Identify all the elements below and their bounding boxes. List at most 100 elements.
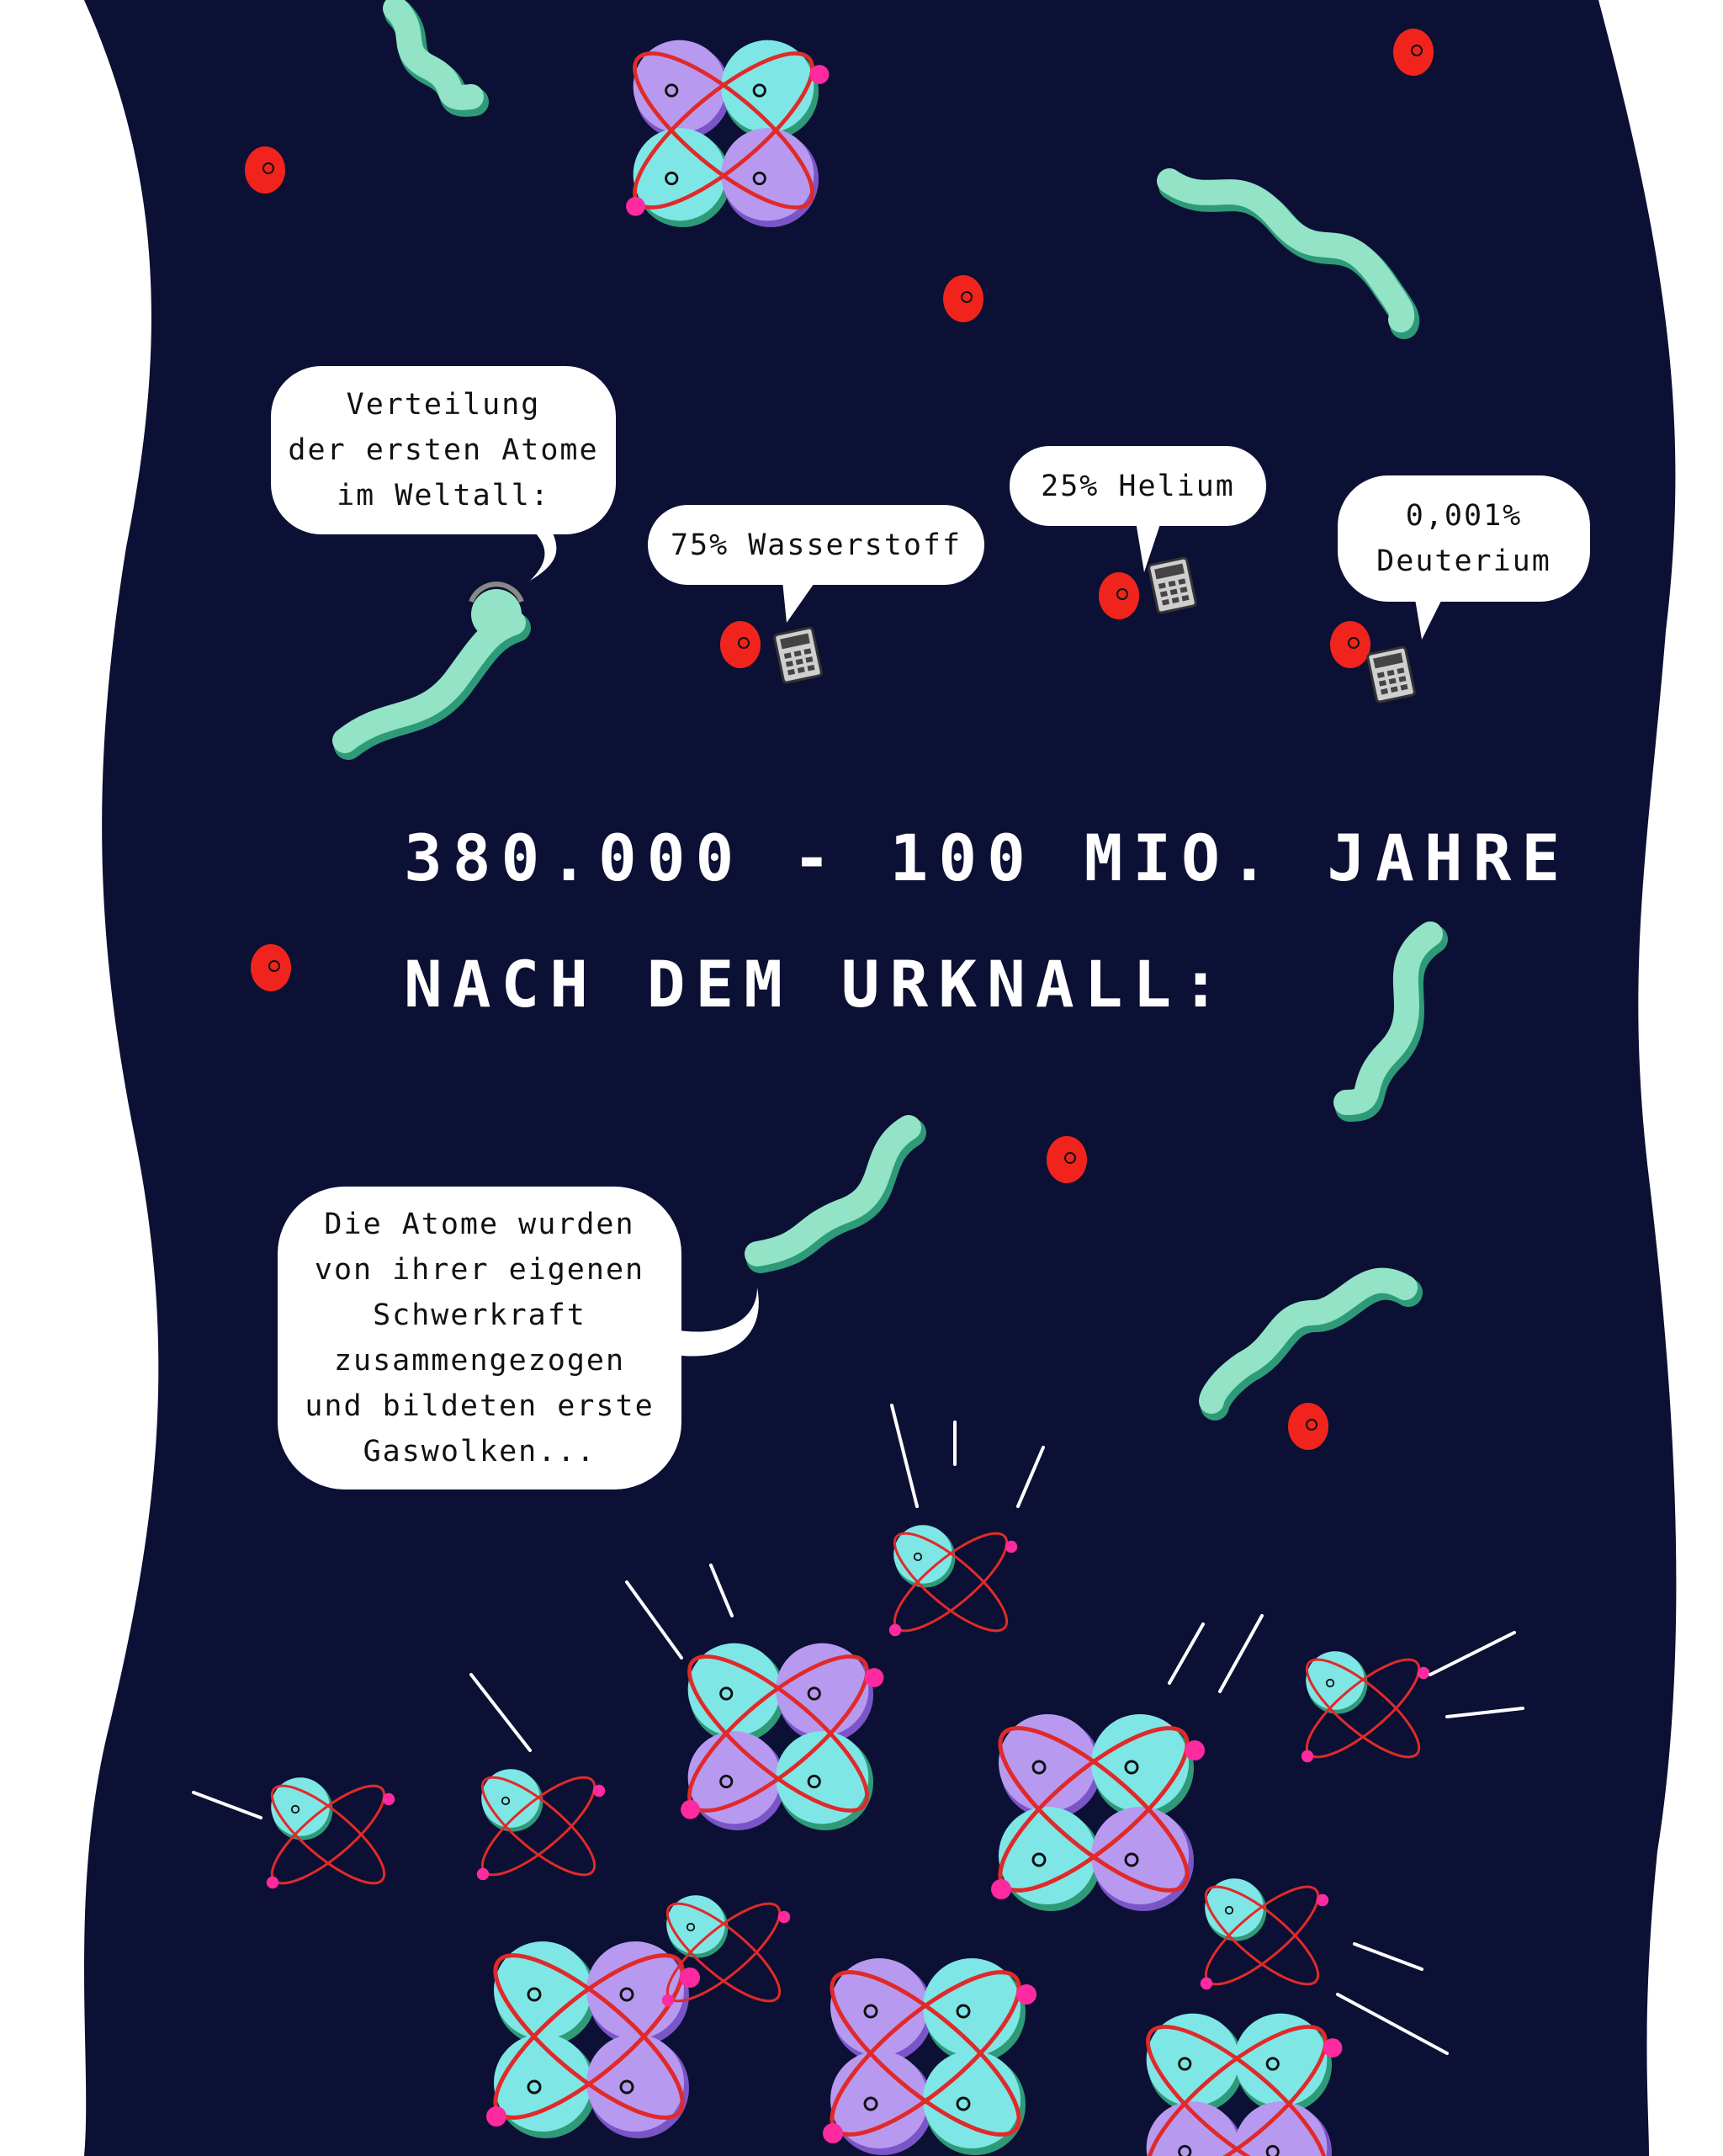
- electron-magenta: [592, 1784, 606, 1798]
- motion-line: [1445, 1707, 1524, 1718]
- face-eye: [619, 2079, 634, 2095]
- electron-eye: [1348, 637, 1360, 649]
- neutron: [1091, 1714, 1189, 1812]
- speech-bubble-hydrogen: 75% Wasserstoff: [648, 505, 984, 585]
- face-eye: [719, 1686, 734, 1701]
- face-eye: [807, 1774, 821, 1789]
- electron-magenta: [1316, 1893, 1329, 1907]
- motion-line: [709, 1564, 734, 1617]
- electron-magenta: [626, 196, 645, 216]
- face-eye: [1178, 2057, 1192, 2071]
- neutron: [687, 1643, 781, 1736]
- face-eye: [686, 1922, 696, 1932]
- neutron: [494, 2034, 591, 2132]
- electron-magenta: [382, 1792, 395, 1806]
- electron-magenta: [809, 65, 830, 84]
- electron-magenta: [823, 2123, 843, 2143]
- face-eye: [752, 83, 766, 98]
- proton: [687, 1731, 781, 1824]
- proton: [999, 1714, 1096, 1812]
- motion-line: [1218, 1614, 1264, 1693]
- proton: [586, 2034, 684, 2132]
- neutron: [893, 1525, 952, 1584]
- worm: [1333, 921, 1443, 1115]
- neutron: [481, 1769, 540, 1828]
- orbit: [665, 1902, 782, 2003]
- atom-cluster-icon: [1200, 1878, 1329, 1990]
- calculator-icon: [1366, 645, 1416, 704]
- electron-magenta: [777, 1910, 791, 1924]
- face-eye: [956, 2004, 971, 2019]
- electron-magenta: [1323, 2038, 1343, 2058]
- electron-magenta: [1185, 1740, 1205, 1760]
- motion-line: [1429, 1631, 1516, 1676]
- red-electron-icon: [1099, 572, 1139, 619]
- motion-line: [890, 1404, 919, 1508]
- face-eye: [665, 171, 679, 186]
- face-eye: [290, 1804, 300, 1814]
- face-eye: [501, 1796, 511, 1806]
- orbit: [1146, 2025, 1328, 2156]
- electron-magenta: [661, 1994, 675, 2007]
- bubble-deuterium-line-1: 0,001%: [1405, 499, 1523, 533]
- proton: [586, 1941, 684, 2039]
- atom-cluster-icon: [1146, 2013, 1343, 2156]
- heading-line-2: NACH DEM URKNALL:: [404, 947, 1230, 1022]
- proton: [633, 40, 726, 133]
- face-eye: [1031, 1760, 1047, 1775]
- bubble-gravity-line-2: von ihrer eigenen: [314, 1253, 645, 1287]
- electron-eye: [268, 960, 280, 972]
- worm: [383, 0, 484, 110]
- bubble-deuterium-line-2: Deuterium: [1376, 544, 1551, 578]
- red-electron-icon: [1393, 29, 1434, 76]
- worm-group: [332, 0, 1448, 1421]
- red-electron-icon: [943, 275, 983, 322]
- motion-line: [192, 1791, 262, 1819]
- motion-line: [1016, 1446, 1045, 1508]
- electron-magenta: [888, 1623, 902, 1637]
- bubble-distribution-line-2: der ersten Atome: [288, 433, 599, 467]
- motion-line: [625, 1580, 683, 1659]
- electron-magenta: [681, 1799, 700, 1819]
- electron-magenta: [1005, 1540, 1018, 1553]
- proton: [1146, 2101, 1239, 2156]
- face-eye: [752, 171, 766, 186]
- atom-cluster-icon: [1301, 1651, 1430, 1763]
- orbit: [493, 1953, 685, 2120]
- electron-magenta: [680, 1967, 700, 1988]
- bubble-tail-deuterium: [1413, 589, 1447, 640]
- atom-cluster-icon: [476, 1769, 606, 1881]
- bubble-tail-gravity: [673, 1288, 759, 1357]
- atom-cluster-icon: [486, 1941, 700, 2138]
- motion-line: [1168, 1622, 1205, 1685]
- speech-bubble-distribution: Verteilung der ersten Atome im Weltall:: [271, 366, 616, 534]
- neutron: [1205, 1878, 1264, 1937]
- bubble-helium-text: 25% Helium: [1041, 469, 1235, 503]
- worm: [745, 1115, 921, 1267]
- face-eye: [1124, 1852, 1139, 1867]
- neutron: [923, 2051, 1021, 2148]
- face-eye: [913, 1552, 923, 1562]
- proton: [1091, 1807, 1189, 1904]
- bubble-gravity-line-6: Gaswolken...: [363, 1435, 596, 1468]
- orbit: [1204, 1885, 1320, 1986]
- face-eye: [1325, 1678, 1335, 1688]
- face-eye: [863, 2004, 878, 2019]
- neutron: [271, 1777, 330, 1836]
- bubble-gravity-line-4: zusammengezogen: [333, 1344, 626, 1378]
- proton: [830, 2051, 928, 2148]
- neutron: [923, 1958, 1021, 2056]
- orbit: [687, 1654, 869, 1813]
- electron-eye: [1306, 1419, 1317, 1431]
- atom-cluster-icon: [626, 40, 830, 227]
- electron-eye: [262, 162, 274, 174]
- bubble-tail-helium: [1136, 522, 1161, 572]
- calculator-group: [773, 556, 1416, 704]
- speech-bubble-gravity: Die Atome wurden von ihrer eigenen Schwe…: [278, 1187, 681, 1490]
- atom-cluster-icon: [888, 1525, 1018, 1637]
- red-electron-icon: [1330, 621, 1370, 668]
- red-electron-icon: [720, 621, 761, 668]
- electron-magenta: [1016, 1984, 1036, 2005]
- electron-magenta: [1200, 1977, 1213, 1990]
- neutron: [999, 1807, 1096, 1904]
